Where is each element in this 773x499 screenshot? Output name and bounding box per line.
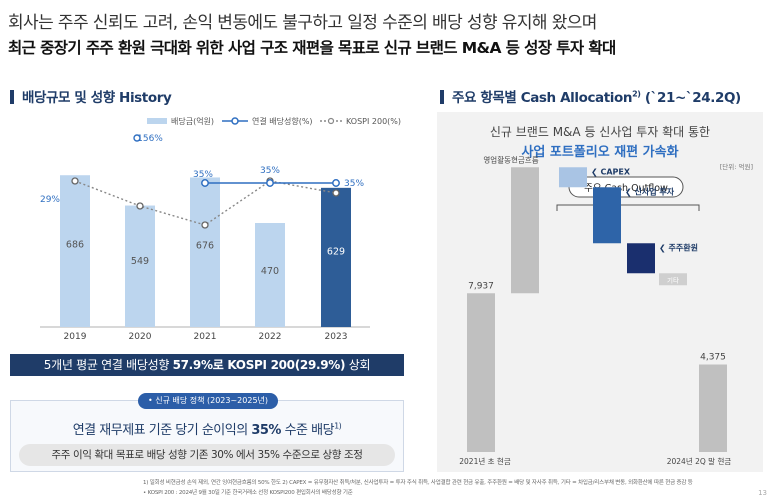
page-number: 13 bbox=[758, 489, 767, 497]
left-section-title-text: 배당규모 및 성향 History bbox=[22, 90, 172, 106]
header-line-2: 최근 중장기 주주 환원 극대화 위한 사업 구조 재편을 목표로 신규 브랜드… bbox=[8, 39, 616, 57]
waterfall-bar-3 bbox=[593, 187, 621, 244]
policy-tag: • 신규 배당 정책 (2023~2025년) bbox=[138, 393, 278, 409]
outflow-bracket bbox=[556, 204, 700, 211]
chart-legend: 배당금(억원) 연결 배당성향(%) KOSPI 200(%) bbox=[147, 116, 401, 126]
waterfall-bar-1 bbox=[511, 167, 539, 294]
title-marker bbox=[440, 90, 444, 104]
x-tick-label: 2020 bbox=[129, 332, 152, 342]
kospi-point bbox=[71, 177, 79, 185]
legend-bar-label: 배당금(억원) bbox=[171, 116, 214, 126]
outflow-pill-label: 주요 Cash Outflow bbox=[584, 183, 668, 194]
footnote-2: • KOSPI 200 : 2024년 9월 30일 기준 한국거래소 선정 K… bbox=[143, 490, 353, 496]
payout-label: 35% bbox=[260, 166, 280, 176]
waterfall-value-label: 4,375 bbox=[700, 353, 726, 363]
waterfall-value-label: 7,937 bbox=[468, 281, 494, 291]
bar-value-label: 549 bbox=[131, 256, 149, 267]
waterfall-subtitle-2: 사업 포트폴리오 재편 가속화 bbox=[521, 144, 678, 160]
kospi-line bbox=[74, 180, 337, 226]
waterfall-bar-6 bbox=[699, 364, 727, 452]
bar-2019 bbox=[60, 175, 90, 327]
right-title-suffix: (`21~`24.2Q) bbox=[640, 90, 741, 106]
policy-main-text: 연결 재무제표 기준 당기 순이익의 35% 수준 배당1) bbox=[11, 419, 403, 438]
legend-dotted-label: KOSPI 200(%) bbox=[346, 117, 401, 126]
waterfall-label: 기타 bbox=[667, 275, 679, 284]
legend-line-marker bbox=[231, 117, 239, 125]
waterfall-label: 2024년 2Q 말 현금 bbox=[667, 456, 732, 466]
policy-main-prefix: 연결 재무제표 기준 당기 순이익의 bbox=[72, 423, 252, 438]
footnote-1: 1) 일회성 비현금성 손익 제외, 연간 잉여현금흐름의 50% 한도 2) … bbox=[143, 480, 693, 486]
header-line-1: 회사는 주주 신뢰도 고려, 손익 변동에도 불구하고 일정 수준의 배당 성향… bbox=[8, 13, 597, 33]
bar-2022 bbox=[255, 223, 285, 327]
x-tick-label: 2022 bbox=[259, 332, 282, 342]
waterfall-label: ❮ CAPEX bbox=[591, 167, 631, 176]
waterfall-label: ❮ 신사업 투자 bbox=[625, 186, 675, 196]
bar-value-label: 470 bbox=[261, 266, 279, 277]
dividend-history-chart: 배당금(억원) 연결 배당성향(%) KOSPI 200(%) 686 2019 5… bbox=[40, 116, 401, 342]
legend-bar-swatch bbox=[147, 118, 167, 124]
kospi-point bbox=[332, 189, 340, 197]
waterfall-subtitle-1: 신규 브랜드 M&A 등 신사업 투자 확대 통한 bbox=[490, 125, 710, 139]
cash-allocation-waterfall: 신규 브랜드 M&A 등 신사업 투자 확대 통한 사업 포트폴리오 재편 가속… bbox=[459, 125, 753, 466]
legend-line-label: 연결 배당성향(%) bbox=[252, 116, 313, 126]
right-title-sup: 2) bbox=[632, 89, 641, 99]
waterfall-label: 영업활동현금흐름 bbox=[483, 154, 538, 164]
payout-label: 35% bbox=[193, 170, 213, 180]
waterfall-bar-0 bbox=[467, 293, 495, 452]
policy-main-bold: 35% bbox=[251, 423, 281, 438]
banner-suffix: 상회 bbox=[345, 358, 371, 372]
bar-2020 bbox=[125, 205, 155, 327]
x-tick-label: 2019 bbox=[64, 332, 87, 342]
waterfall-label: ❮ 주주환원 bbox=[659, 242, 698, 252]
unit-label: [단위: 억원] bbox=[720, 162, 753, 171]
title-marker bbox=[10, 90, 14, 104]
kospi-point bbox=[136, 202, 144, 210]
bar-2021 bbox=[190, 177, 220, 327]
right-section-title: 주요 항목별 Cash Allocation2) (`21~`24.2Q) bbox=[440, 86, 741, 106]
policy-sub-text: 주주 이익 확대 목표로 배당 성향 기존 30% 에서 35% 수준으로 상향… bbox=[19, 444, 395, 466]
average-payout-banner: 5개년 평균 연결 배당성향 57.9%로 KOSPI 200(29.9%) 상… bbox=[10, 354, 404, 376]
payout-point bbox=[266, 179, 274, 187]
right-section-title-text: 주요 항목별 Cash Allocation bbox=[452, 90, 633, 106]
kospi-point bbox=[201, 221, 209, 229]
policy-main-suffix: 수준 배당 bbox=[280, 423, 335, 438]
bar-2023 bbox=[321, 187, 351, 327]
payout-label: 29% bbox=[40, 195, 60, 205]
dividend-policy-box: • 신규 배당 정책 (2023~2025년) 연결 재무제표 기준 당기 순이… bbox=[10, 393, 404, 472]
policy-main-sup: 1) bbox=[334, 421, 342, 431]
left-section-title: 배당규모 및 성향 History bbox=[10, 86, 172, 106]
banner-prefix: 5개년 평균 연결 배당성향 bbox=[43, 358, 173, 372]
banner-bold: 57.9%로 KOSPI 200(29.9%) bbox=[172, 358, 346, 372]
payout-point bbox=[201, 179, 209, 187]
waterfall-bar-2 bbox=[559, 167, 587, 188]
x-tick-label: 2021 bbox=[194, 332, 217, 342]
payout-label: 35% bbox=[344, 179, 364, 189]
legend-dotted-marker bbox=[327, 117, 335, 125]
payout-point bbox=[332, 179, 340, 187]
bar-value-label: 686 bbox=[66, 240, 84, 251]
payout-label: 156% bbox=[137, 134, 163, 144]
x-tick-label: 2023 bbox=[325, 332, 348, 342]
bar-value-label: 629 bbox=[327, 246, 345, 257]
bar-value-label: 676 bbox=[196, 241, 214, 252]
waterfall-label: 2021년 초 현금 bbox=[459, 456, 511, 466]
payout-point-2020 bbox=[133, 134, 141, 142]
waterfall-bar-4 bbox=[627, 243, 655, 274]
waterfall-bar-5 bbox=[659, 273, 687, 286]
